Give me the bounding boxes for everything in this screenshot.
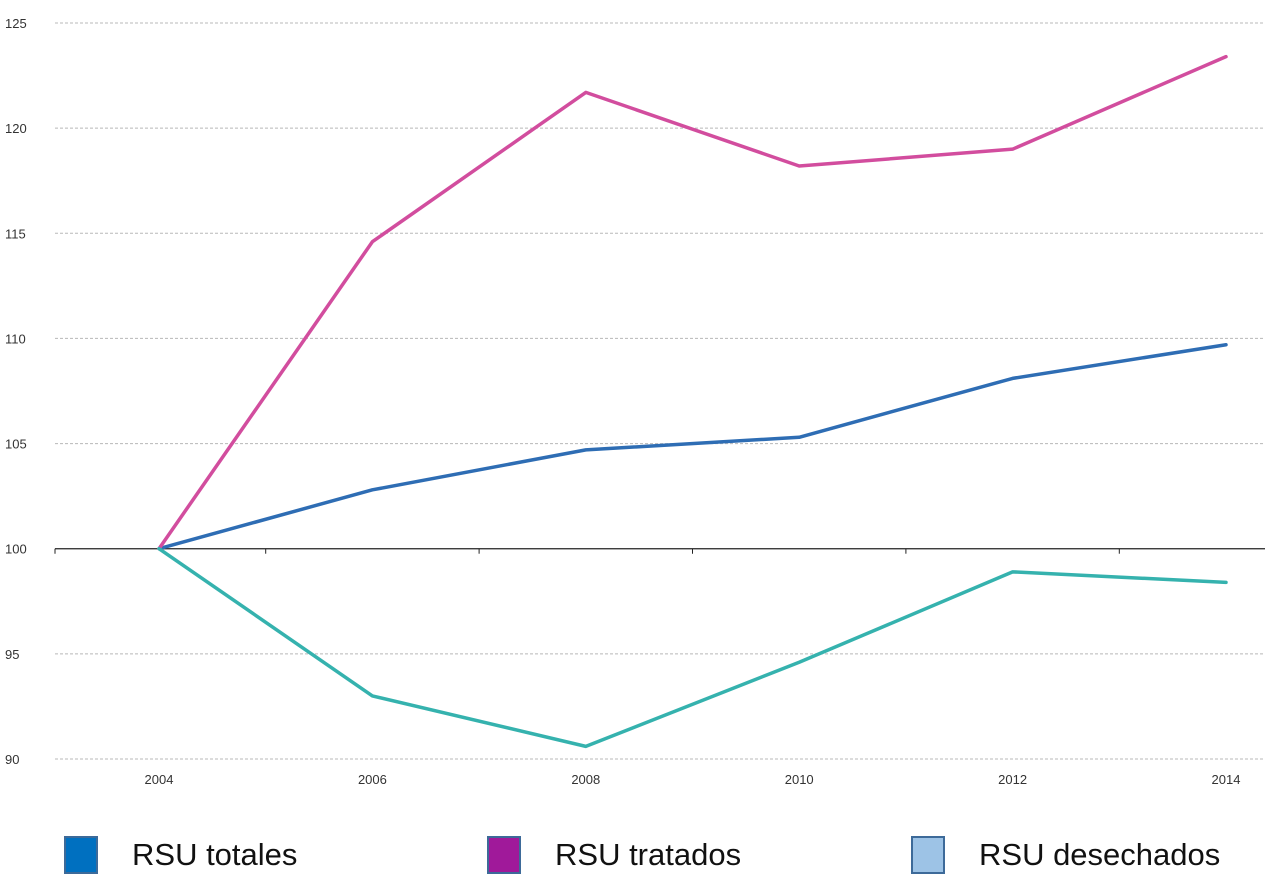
y-tick-label: 115	[5, 226, 26, 241]
legend-swatch-rsu-tratados	[487, 835, 521, 874]
axes	[54, 548, 1265, 554]
grid-lines	[55, 22, 1265, 760]
series-line-rsu-desechados	[157, 546, 1228, 749]
x-tick-label: 2008	[571, 772, 600, 787]
legend: RSU totales RSU tratados RSU desechados	[0, 818, 1265, 891]
y-tick-label: 105	[5, 437, 27, 452]
legend-swatch-rsu-totales	[64, 835, 98, 874]
y-tick-label: 100	[5, 542, 27, 557]
legend-label: RSU totales	[132, 836, 298, 872]
series-lines	[157, 54, 1228, 749]
legend-item-rsu-totales[interactable]: RSU totales	[64, 818, 297, 891]
series-line-rsu-totales	[157, 342, 1228, 551]
x-tick-label: 2010	[785, 772, 814, 787]
x-tick-label: 2012	[998, 772, 1027, 787]
legend-label: RSU tratados	[555, 836, 742, 872]
x-tick-label: 2004	[145, 772, 174, 787]
y-tick-label: 90	[5, 752, 19, 767]
line-chart: 90 95 100 105 110 115 120 125 2004 2006 2008 2010 20…	[5, 16, 1265, 787]
tick-labels: 90 95 100 105 110 115 120 125 2004 2006 2008 2010 20…	[5, 16, 1240, 787]
y-tick-label: 110	[5, 331, 26, 346]
legend-label: RSU desechados	[979, 836, 1221, 872]
x-tick-label: 2006	[358, 772, 387, 787]
y-tick-label: 125	[5, 16, 27, 31]
legend-swatch-rsu-desechados	[911, 835, 945, 874]
series-line-rsu-tratados	[157, 54, 1228, 551]
y-tick-label: 95	[5, 647, 19, 662]
y-tick-label: 120	[5, 121, 27, 136]
legend-item-rsu-desechados[interactable]: RSU desechados	[911, 818, 1220, 891]
x-tick-label: 2014	[1212, 772, 1241, 787]
legend-item-rsu-tratados[interactable]: RSU tratados	[487, 818, 741, 891]
